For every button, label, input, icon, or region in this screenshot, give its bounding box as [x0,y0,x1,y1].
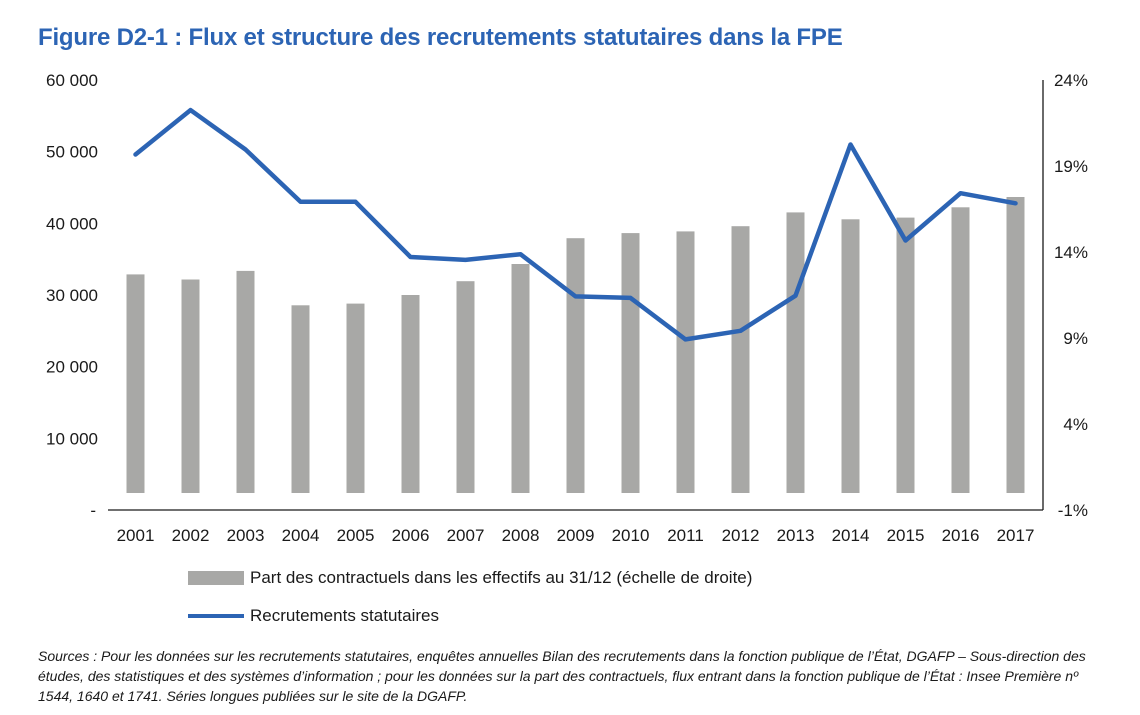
right-tick-label: 14% [1054,243,1088,262]
right-tick-label: 19% [1054,157,1088,176]
line-point-2011 [684,337,687,341]
x-tick-label: 2013 [777,526,815,545]
right-tick-label: 9% [1063,329,1088,348]
x-tick-label: 2005 [337,526,375,545]
line-point-2016 [959,191,962,195]
x-tick-label: 2003 [227,526,265,545]
x-tick-label: 2011 [667,526,704,545]
line-layer [133,107,1018,342]
x-tick-label: 2017 [997,526,1035,545]
left-tick-label: 20 000 [46,358,98,377]
bar-2001 [126,274,145,493]
x-tick-label: 2015 [887,526,925,545]
bar-2014 [841,219,860,494]
bar-2003 [236,270,255,493]
x-tick-label: 2006 [392,526,430,545]
bar-2017 [1006,197,1025,493]
x-tick-label: 2016 [942,526,980,545]
legend-swatch-line [188,614,244,618]
combo-chart: - 10 000 20 000 30 000 40 000 50 000 60 000 -1… [46,71,1088,545]
left-tick-label: - [90,501,96,520]
line-point-2005 [354,200,357,204]
bar-2002 [181,279,200,493]
line-point-2003 [244,148,247,151]
axes [108,80,1044,511]
bar-2004 [291,305,310,493]
right-axis-ticks: -1% 4% 9% 14% 19% 24% [1054,71,1088,520]
legend-label-bars: Part des contractuels dans les effectifs… [250,568,753,587]
line-point-2012 [739,329,742,333]
line-point-2015 [904,239,907,242]
left-axis-ticks: - 10 000 20 000 30 000 40 000 50 000 60 000 [46,71,98,520]
x-axis-ticks: 2001 2002 2003 2004 2005 2006 2007 2008 2009 2010… [117,526,1035,545]
bar-2005 [346,303,365,493]
line-point-2008 [519,252,522,256]
chart-title: Figure D2-1 : Flux et structure des recr… [38,24,843,51]
line-point-2007 [464,258,467,262]
bar-2010 [621,233,640,493]
left-tick-label: 60 000 [46,71,98,90]
legend-item-bars: Part des contractuels dans les effectifs… [188,566,752,590]
x-tick-label: 2008 [502,526,540,545]
right-tick-label: -1% [1058,501,1088,520]
bars-layer [126,197,1025,494]
left-tick-label: 40 000 [46,214,98,233]
line-point-2014 [849,143,852,146]
bar-2007 [456,281,475,493]
x-tick-label: 2001 [117,526,155,545]
legend: Part des contractuels dans les effectifs… [188,566,752,642]
x-tick-label: 2012 [722,526,760,545]
line-point-2013 [794,294,797,298]
bar-2008 [511,264,530,493]
x-tick-label: 2009 [557,526,595,545]
legend-label-line: Recrutements statutaires [250,606,439,625]
bar-2012 [731,226,750,493]
line-point-2001 [134,153,137,156]
line-point-2017 [1014,201,1017,205]
bar-2006 [401,295,420,493]
left-tick-label: 10 000 [46,429,98,448]
legend-swatch-bars [188,571,244,585]
right-tick-label: 24% [1054,71,1088,90]
bar-2009 [566,238,585,493]
bar-2011 [676,231,695,493]
line-point-2009 [574,294,577,298]
line-point-2006 [409,255,412,259]
legend-item-line: Recrutements statutaires [188,604,752,628]
x-tick-label: 2014 [832,526,870,545]
line-point-2002 [189,108,192,112]
left-tick-label: 50 000 [46,143,98,162]
left-tick-label: 30 000 [46,286,98,305]
sources-note: Sources : Pour les données sur les recru… [38,648,1086,704]
x-tick-label: 2007 [447,526,485,545]
bar-2013 [786,212,805,493]
right-tick-label: 4% [1063,415,1088,434]
bar-2015 [896,217,915,493]
x-tick-label: 2010 [612,526,650,545]
bar-2016 [951,207,970,494]
line-point-2004 [299,200,302,204]
x-tick-label: 2004 [282,526,320,545]
line-point-2010 [629,296,632,300]
x-tick-label: 2002 [172,526,210,545]
